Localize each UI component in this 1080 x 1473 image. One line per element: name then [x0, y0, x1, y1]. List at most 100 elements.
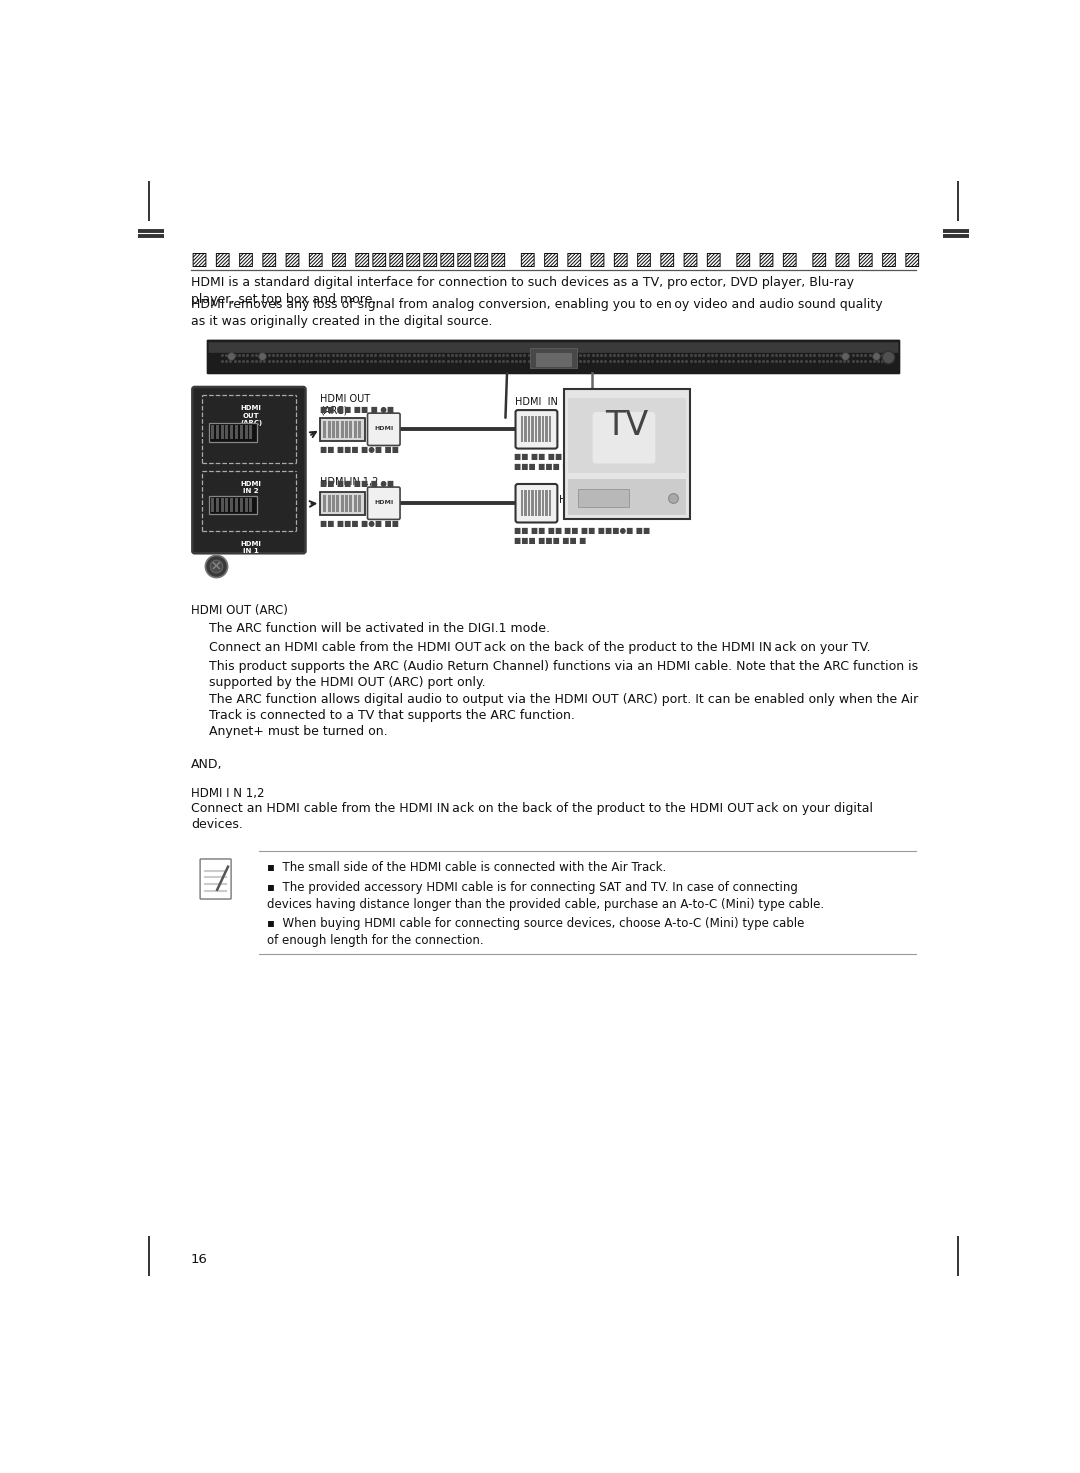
Bar [321, 418, 365, 440]
FancyBboxPatch shape [515, 409, 557, 449]
Text: HDMI OUT: HDMI OUT [559, 495, 609, 505]
Text: ▨ ▨ ▨ ▨ ▨ ▨ ▨ ▨▨▨▨▨▨▨▨▨  ▨ ▨ ▨ ▨ ▨ ▨ ▨ ▨ ▨  ▨ ▨ ▨  ▨ ▨ ▨ ▨ ▨: ▨ ▨ ▨ ▨ ▨ ▨ ▨ ▨▨▨▨▨▨▨▨▨ ▨ ▨ ▨ ▨ ▨ ▨ ▨ ▨ … [191, 252, 920, 270]
Text: ■■ ■■ ■■ ■ ●■: ■■ ■■ ■■ ■ ●■ [321, 479, 394, 488]
Bar [323, 421, 326, 437]
Text: This product supports the ARC (Audio Return Channel) functions via an HDMI cable: This product supports the ARC (Audio Ret… [208, 660, 918, 689]
Bar [535, 417, 537, 442]
Bar [340, 421, 343, 437]
FancyBboxPatch shape [593, 412, 656, 464]
Text: HDMI
IN 1: HDMI IN 1 [241, 541, 261, 554]
Bar [220, 498, 224, 511]
Bar [240, 426, 243, 439]
FancyBboxPatch shape [515, 485, 557, 523]
Bar [336, 421, 339, 437]
Bar [208, 423, 257, 442]
Bar [244, 498, 247, 511]
Text: HDMI: HDMI [374, 426, 393, 432]
Bar [578, 489, 629, 507]
Bar [537, 354, 570, 367]
Bar [216, 426, 219, 439]
Bar [555, 354, 557, 365]
Text: HDMI OUT (ARC): HDMI OUT (ARC) [191, 604, 287, 617]
Text: HDMI  IN: HDMI IN [515, 398, 558, 407]
Bar [332, 421, 335, 437]
Bar [327, 421, 330, 437]
Text: HDMI is a standard digital interface for connection to such devices as a TV, pro: HDMI is a standard digital interface for… [191, 275, 854, 305]
Text: ■■■ ■■■ ■■ ■: ■■■ ■■■ ■■ ■ [514, 536, 586, 545]
Text: HDMI IN 1,2: HDMI IN 1,2 [321, 477, 379, 488]
Text: AND,: AND, [191, 759, 222, 770]
Bar [240, 498, 243, 511]
Bar [332, 495, 335, 511]
Bar [230, 426, 233, 439]
Bar [546, 354, 549, 365]
Text: ■■ ■■ ■■■●■ ■■: ■■ ■■ ■■■●■ ■■ [565, 526, 650, 535]
Text: ■■ ■■■ ■●■ ■■: ■■ ■■■ ■●■ ■■ [321, 445, 400, 455]
Bar [525, 417, 527, 442]
Bar [340, 495, 343, 511]
Bar [359, 421, 361, 437]
Text: HDMI OUT
(ARC): HDMI OUT (ARC) [321, 393, 370, 415]
FancyBboxPatch shape [192, 387, 306, 554]
Text: The ARC function allows digital audio to output via the HDMI OUT (ARC) port. It : The ARC function allows digital audio to… [208, 692, 918, 722]
Bar [345, 495, 348, 511]
Bar [530, 349, 577, 368]
Text: ▪  When buying HDMI cable for connecting source devices, choose A-to-C (Mini) ty: ▪ When buying HDMI cable for connecting … [267, 918, 805, 947]
Bar [542, 417, 544, 442]
Text: HDMI removes any loss of signal from analog conversion, enabling you to en oy vi: HDMI removes any loss of signal from ana… [191, 299, 882, 328]
Bar [208, 495, 257, 514]
Bar [542, 491, 544, 517]
Bar [564, 354, 566, 365]
Text: Connect an HDMI cable from the HDMI IN ack on the back of the product to the HDM: Connect an HDMI cable from the HDMI IN a… [191, 801, 873, 831]
Bar [551, 354, 553, 365]
FancyBboxPatch shape [367, 412, 400, 445]
Bar [321, 492, 365, 514]
Text: Anynet+ must be turned on.: Anynet+ must be turned on. [208, 725, 388, 738]
Bar [521, 417, 524, 442]
Text: ■■ ■■■ ■●■ ■■: ■■ ■■■ ■●■ ■■ [321, 520, 400, 529]
Bar [249, 426, 253, 439]
Bar [538, 354, 540, 365]
Bar [542, 354, 544, 365]
Text: ■■■ ■■■ ■■ ■: ■■■ ■■■ ■■ ■ [514, 461, 586, 471]
Text: TV: TV [606, 409, 649, 442]
Bar [545, 491, 548, 517]
Text: HDMI I N 1,2: HDMI I N 1,2 [191, 788, 265, 800]
Text: ■■ ■■ ■■: ■■ ■■ ■■ [514, 526, 563, 535]
Bar [535, 491, 537, 517]
Text: ■■ ■■ ■■ ■ ●■: ■■ ■■ ■■ ■ ●■ [321, 405, 394, 414]
Bar [220, 426, 224, 439]
Bar [531, 491, 534, 517]
Text: ▪  The small side of the HDMI cable is connected with the Air Track.: ▪ The small side of the HDMI cable is co… [267, 860, 666, 873]
Bar [549, 491, 551, 517]
Bar [565, 389, 690, 518]
Bar [549, 417, 551, 442]
Bar [539, 417, 541, 442]
Text: ▪  The provided accessory HDMI cable is for connecting SAT and TV. In case of co: ▪ The provided accessory HDMI cable is f… [267, 881, 824, 910]
Bar [323, 495, 326, 511]
Text: HDMI
IN 2: HDMI IN 2 [241, 480, 261, 495]
Bar [244, 426, 247, 439]
Bar [568, 398, 686, 473]
Bar [528, 417, 530, 442]
Bar [345, 421, 348, 437]
Bar [211, 426, 214, 439]
FancyBboxPatch shape [367, 488, 400, 520]
Bar [349, 495, 352, 511]
Bar [349, 421, 352, 437]
Text: Connect an HDMI cable from the HDMI OUT ack on the back of the product to the HD: Connect an HDMI cable from the HDMI OUT … [208, 641, 870, 654]
Bar [568, 479, 686, 514]
Bar [531, 417, 534, 442]
Bar [235, 426, 238, 439]
Bar [568, 354, 570, 365]
Bar [545, 417, 548, 442]
FancyBboxPatch shape [208, 342, 899, 354]
FancyBboxPatch shape [206, 340, 901, 374]
Bar [521, 491, 524, 517]
Bar [249, 498, 253, 511]
Bar [359, 495, 361, 511]
FancyBboxPatch shape [200, 859, 231, 899]
Bar [216, 498, 219, 511]
Bar [354, 421, 356, 437]
Bar [354, 495, 356, 511]
